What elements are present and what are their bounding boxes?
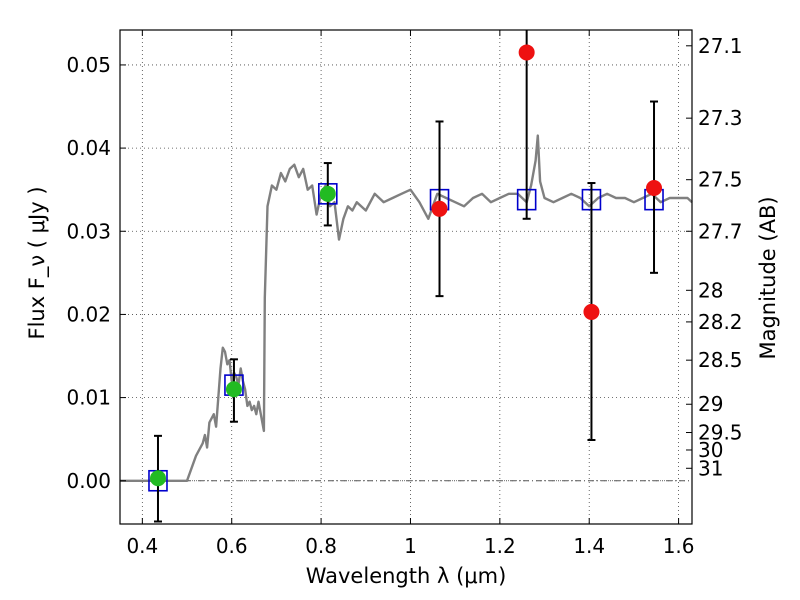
y-axis-ticks: 0.00 0.01 0.02 0.03 0.04 0.05	[66, 53, 126, 493]
y-tick-label: 0.05	[66, 53, 111, 77]
y-tick-label: 0.01	[66, 386, 111, 410]
spectrum-series	[120, 134, 693, 482]
magnitude-tick-label: 27.3	[698, 106, 743, 130]
grid-lines	[120, 30, 692, 524]
y-axis-label: Flux F_ν ( μJy )	[25, 186, 50, 339]
magnitude-tick-label: 27.1	[698, 34, 743, 58]
magnitude-tick-label: 31	[698, 456, 723, 480]
y-tick-label: 0.03	[66, 219, 111, 243]
photometry-circle-marker	[149, 470, 166, 487]
photometry-circle-marker	[225, 381, 242, 398]
x-tick-label: 1.2	[484, 534, 516, 558]
x-tick-label: 1.6	[663, 534, 695, 558]
x-tick-label: 1.4	[573, 534, 605, 558]
photometry-circle-marker	[646, 180, 663, 197]
magnitude-tick-label: 29	[698, 392, 723, 416]
magnitude-tick-label: 28	[698, 278, 723, 302]
x-tick-label: 1	[404, 534, 417, 558]
magnitude-tick-label: 27.5	[698, 168, 743, 192]
x-tick-label: 0.6	[216, 534, 248, 558]
plot-frame	[119, 29, 693, 525]
x-axis-label: Wavelength λ (μm)	[306, 564, 507, 588]
errorbar-series	[153, 30, 659, 523]
magnitude-axis-label: Magnitude (AB)	[756, 196, 780, 359]
photometry-circle-marker	[583, 303, 600, 320]
magnitude-tick-label: 28.5	[698, 348, 743, 372]
x-tick-label: 0.8	[305, 534, 337, 558]
magnitude-tick-label: 28.2	[698, 310, 743, 334]
y-tick-label: 0.00	[66, 469, 111, 493]
y-tick-label: 0.02	[66, 302, 111, 326]
magnitude-tick-label: 29.5	[698, 421, 743, 445]
magnitude-tick-label: 30	[698, 438, 723, 462]
observed-photometry-series	[149, 44, 663, 487]
photometry-circle-marker	[319, 185, 336, 202]
magnitude-tick-label: 27.7	[698, 219, 743, 243]
y-tick-label: 0.04	[66, 136, 111, 160]
x-axis-ticks: 0.4 0.6 0.8 1 1.2 1.4 1.6	[126, 30, 695, 558]
x-tick-label: 0.4	[126, 534, 158, 558]
spectrum-line	[120, 134, 693, 482]
photometry-circle-marker	[431, 200, 448, 217]
model-photometry-series	[148, 183, 664, 492]
photometry-circle-marker	[518, 44, 535, 61]
